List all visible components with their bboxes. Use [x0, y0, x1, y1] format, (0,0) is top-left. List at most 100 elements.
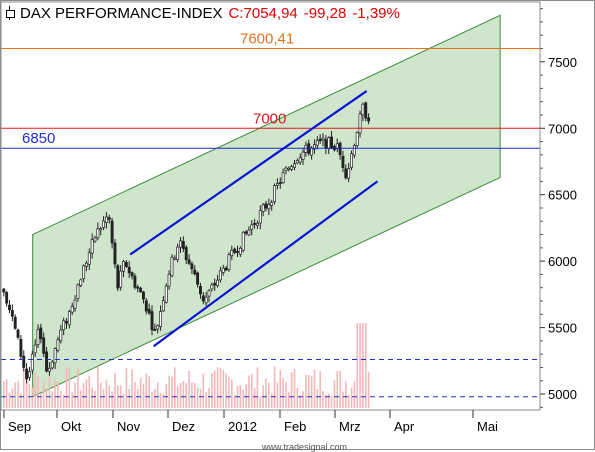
level-label: 7600,41	[240, 30, 294, 47]
candle	[153, 329, 157, 331]
candle	[90, 239, 94, 254]
candle	[8, 304, 11, 311]
candle	[116, 265, 120, 289]
candle	[250, 224, 254, 230]
x-tick-label: Dez	[172, 419, 195, 434]
candle	[28, 371, 31, 378]
candle	[127, 266, 131, 274]
candle	[170, 256, 174, 277]
candle	[318, 138, 322, 142]
candle	[36, 329, 40, 345]
candle	[76, 284, 80, 299]
candle	[367, 117, 371, 122]
candle	[67, 311, 71, 326]
candle	[50, 361, 54, 369]
x-tick-label: Mrz	[339, 419, 361, 434]
x-tick-label: Apr	[394, 419, 415, 434]
candle	[295, 160, 299, 164]
candle	[293, 163, 296, 168]
candle	[107, 217, 111, 220]
x-tick-label: Feb	[284, 419, 306, 434]
watermark-text: www.tradesignal.com	[262, 442, 348, 452]
candle	[5, 292, 9, 304]
candle	[301, 151, 305, 160]
candle	[238, 247, 242, 255]
candle	[150, 311, 154, 331]
candle	[164, 285, 168, 303]
candle	[104, 216, 108, 223]
candle	[13, 316, 17, 329]
candle	[204, 296, 208, 304]
candle	[144, 300, 148, 312]
candle	[33, 344, 37, 354]
candle	[196, 272, 200, 285]
candle	[30, 353, 34, 371]
candle	[122, 260, 125, 272]
candle	[16, 329, 20, 338]
candle	[181, 241, 185, 249]
candle	[19, 338, 23, 357]
candle	[361, 103, 365, 116]
x-tick-label: 2012	[228, 419, 257, 434]
candle	[87, 252, 91, 265]
candle	[207, 290, 211, 297]
candle	[310, 147, 314, 156]
candle	[156, 325, 160, 330]
plot-border	[0, 1, 541, 411]
candle	[159, 311, 163, 327]
instrument-name: DAX PERFORMANCE-INDEX	[20, 4, 223, 22]
y-tick-label: 7000	[548, 121, 577, 136]
candle	[227, 254, 231, 270]
candle	[113, 242, 117, 265]
candle	[213, 282, 217, 286]
candle	[236, 251, 239, 253]
x-tick-label: Sep	[8, 419, 31, 434]
candle	[130, 272, 134, 277]
candle	[298, 157, 302, 163]
candle	[355, 132, 359, 146]
candle	[184, 247, 188, 260]
candle	[216, 279, 220, 286]
candle	[253, 222, 257, 225]
candle	[341, 155, 345, 168]
candle	[42, 337, 46, 354]
candle	[315, 140, 319, 146]
candle	[93, 237, 97, 242]
candle	[350, 153, 353, 168]
candle	[218, 270, 222, 281]
chart-header: DAX PERFORMANCE-INDEX C:7054,94 -99,28 -…	[4, 3, 400, 23]
candle	[290, 166, 294, 170]
candle	[273, 185, 277, 202]
candle	[264, 203, 268, 209]
y-tick-label: 7500	[548, 55, 577, 70]
y-tick-label: 6500	[548, 188, 577, 203]
x-tick-label: Okt	[61, 419, 82, 434]
candle	[233, 248, 237, 253]
candle	[161, 300, 165, 312]
candlestick-icon	[4, 6, 16, 20]
candle	[167, 273, 171, 287]
level-label: 6850	[22, 130, 55, 147]
y-tick-label: 6000	[548, 254, 577, 269]
candle	[187, 259, 191, 264]
candle	[53, 348, 57, 364]
x-tick-label: Nov	[117, 419, 141, 434]
candle	[96, 228, 100, 238]
candle	[330, 136, 334, 148]
trend-line	[152, 180, 379, 348]
candle	[338, 142, 342, 156]
candle	[190, 263, 194, 270]
candle	[321, 137, 325, 141]
candle	[73, 299, 77, 309]
candle	[270, 202, 274, 206]
candle	[261, 204, 265, 212]
candle	[124, 262, 128, 267]
candle	[136, 286, 140, 289]
candle	[139, 287, 143, 293]
candle	[119, 270, 123, 288]
candle	[199, 285, 202, 295]
candle	[352, 145, 356, 156]
candle	[2, 288, 6, 293]
candle	[147, 308, 151, 314]
